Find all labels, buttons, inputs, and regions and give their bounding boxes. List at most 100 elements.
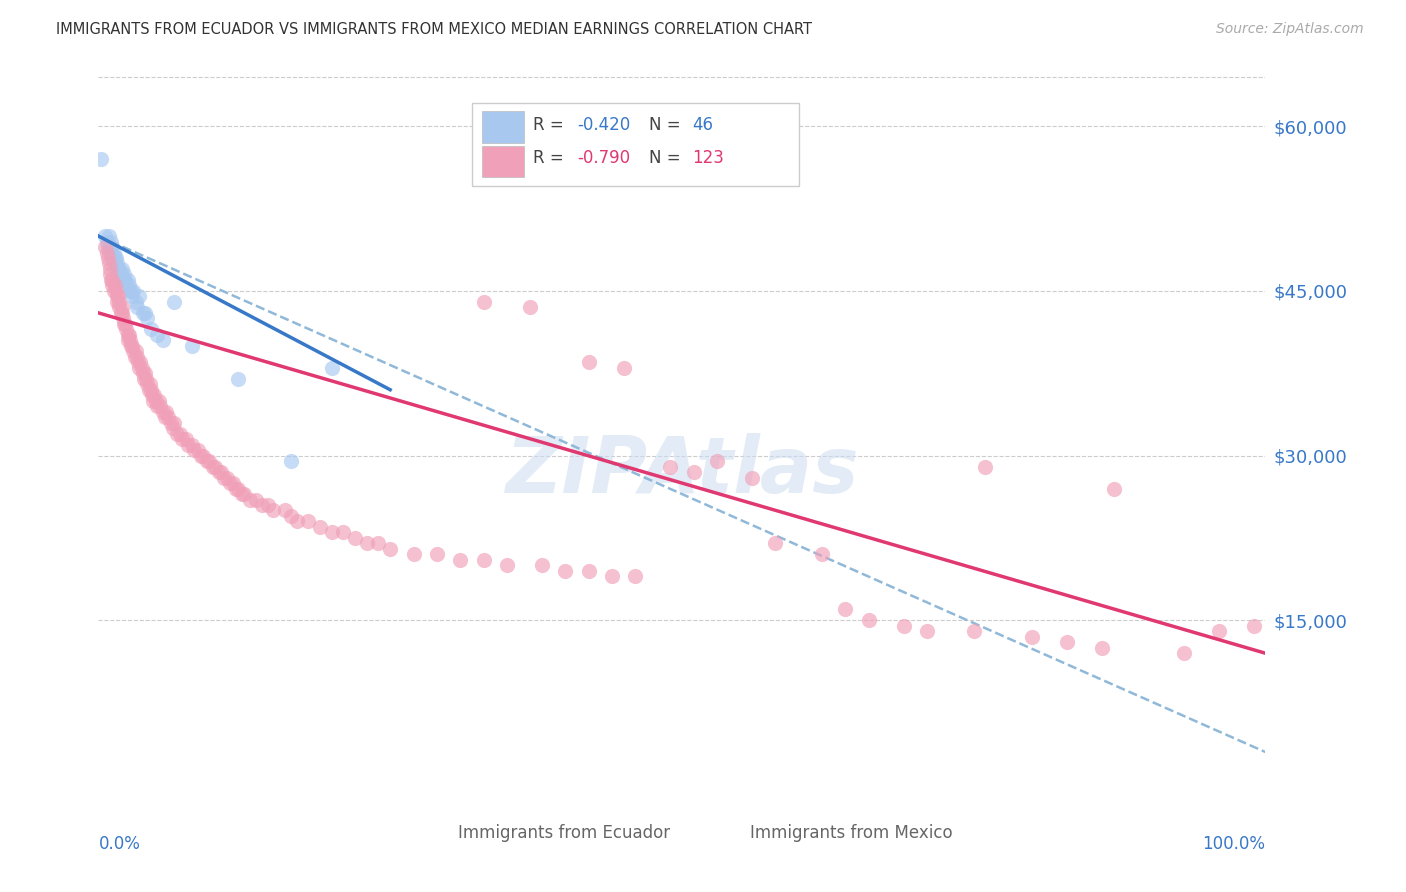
Text: -0.420: -0.420 [576, 116, 630, 134]
Point [101, 240, 124, 254]
Point [115, 322, 138, 336]
Point [148, 393, 170, 408]
Text: IMMIGRANTS FROM ECUADOR VS IMMIGRANTS FROM MEXICO MEDIAN EARNINGS CORRELATION CH: IMMIGRANTS FROM ECUADOR VS IMMIGRANTS FR… [56, 22, 813, 37]
Point [262, 503, 284, 517]
Point [659, 459, 682, 474]
Point [117, 273, 139, 287]
Point [128, 289, 150, 303]
Point [578, 564, 600, 578]
Point [101, 273, 124, 287]
Point [1208, 624, 1230, 639]
Text: 100.0%: 100.0% [1202, 835, 1265, 853]
Point [177, 437, 200, 451]
Point [112, 268, 135, 282]
Point [163, 294, 186, 309]
Point [219, 476, 242, 491]
Point [380, 541, 402, 556]
Point [356, 536, 378, 550]
Point [111, 262, 134, 277]
Point [104, 284, 127, 298]
FancyBboxPatch shape [472, 103, 799, 186]
Text: 46: 46 [692, 116, 713, 134]
Point [169, 426, 191, 441]
Point [209, 465, 232, 479]
Point [108, 294, 131, 309]
Point [114, 273, 136, 287]
Point [519, 301, 541, 315]
Point [105, 294, 128, 309]
Point [174, 432, 197, 446]
Point [285, 515, 308, 529]
Point [111, 301, 134, 315]
Point [132, 372, 155, 386]
Point [172, 432, 194, 446]
Point [134, 306, 156, 320]
Text: Source: ZipAtlas.com: Source: ZipAtlas.com [1216, 22, 1364, 37]
Point [578, 355, 600, 369]
Point [96, 245, 118, 260]
Point [159, 416, 181, 430]
Point [108, 262, 131, 277]
Point [496, 558, 519, 573]
Point [125, 301, 148, 315]
Text: R =: R = [533, 150, 568, 168]
Point [214, 470, 236, 484]
Point [115, 278, 138, 293]
Point [426, 548, 449, 562]
Point [472, 553, 495, 567]
Point [1056, 635, 1078, 649]
Point [117, 334, 139, 348]
Text: 0.0%: 0.0% [98, 835, 141, 853]
Point [858, 613, 880, 627]
Point [193, 449, 215, 463]
Point [101, 251, 124, 265]
Text: ZIPAtlas: ZIPAtlas [505, 433, 859, 509]
Point [1091, 640, 1114, 655]
FancyBboxPatch shape [482, 112, 524, 143]
Point [132, 306, 155, 320]
Point [187, 443, 209, 458]
Point [136, 311, 159, 326]
Point [231, 487, 253, 501]
Point [741, 470, 763, 484]
Point [132, 366, 155, 380]
Point [152, 405, 174, 419]
Point [125, 294, 148, 309]
Point [962, 624, 984, 639]
Ellipse shape [432, 824, 453, 842]
Point [101, 278, 124, 293]
Point [180, 339, 202, 353]
Point [280, 454, 302, 468]
Point [215, 470, 238, 484]
Point [134, 366, 156, 380]
Point [332, 525, 354, 540]
Point [344, 531, 367, 545]
Point [763, 536, 786, 550]
Point [162, 421, 184, 435]
Point [122, 284, 145, 298]
Text: R =: R = [533, 116, 568, 134]
Point [190, 449, 212, 463]
Point [1243, 619, 1265, 633]
Point [183, 443, 205, 458]
Point [198, 454, 221, 468]
Text: N =: N = [650, 116, 686, 134]
Text: 123: 123 [692, 150, 724, 168]
Point [111, 306, 134, 320]
Point [297, 515, 319, 529]
Point [97, 240, 120, 254]
Text: N =: N = [650, 150, 686, 168]
Point [600, 569, 623, 583]
Point [90, 152, 112, 166]
Point [118, 284, 141, 298]
Point [105, 256, 128, 270]
Point [104, 251, 127, 265]
Point [613, 360, 636, 375]
Point [100, 235, 122, 249]
Point [155, 405, 177, 419]
Point [97, 256, 120, 270]
Point [108, 301, 131, 315]
Point [121, 339, 143, 353]
Point [145, 393, 167, 408]
Point [135, 372, 157, 386]
